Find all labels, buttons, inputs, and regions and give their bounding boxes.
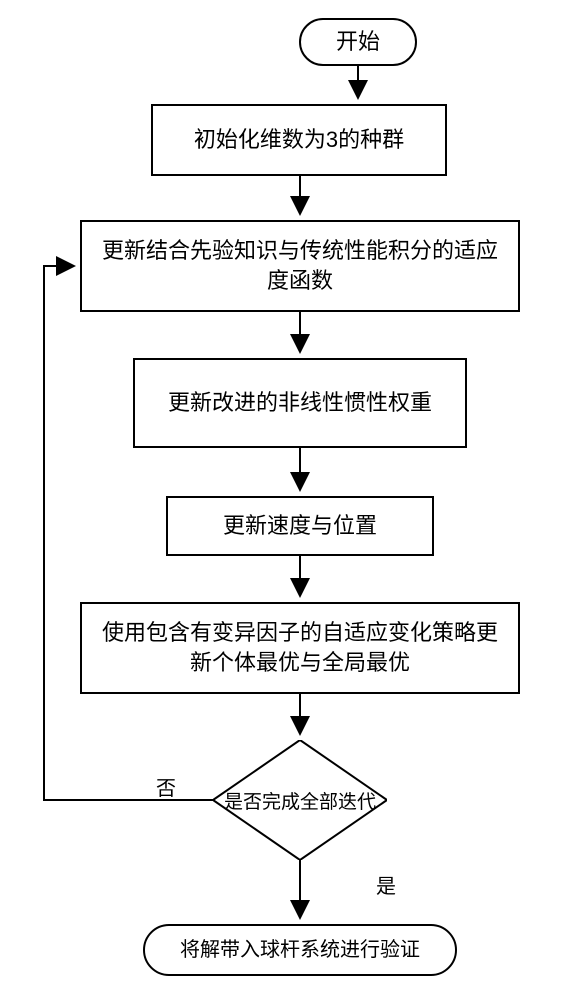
- end-label: 将解带入球杆系统进行验证: [180, 937, 420, 964]
- fitness-node: 更新结合先验知识与传统性能积分的适应度函数: [80, 220, 520, 312]
- edge-label-no: 否: [156, 772, 176, 801]
- weight-node: 更新改进的非线性惯性权重: [133, 358, 467, 448]
- adaptive-label: 使用包含有变异因子的自适应变化策略更新个体最优与全局最优: [92, 618, 508, 677]
- weight-label: 更新改进的非线性惯性权重: [168, 388, 432, 418]
- decision-node: 是否完成全部迭代: [213, 740, 387, 860]
- edge-label-no-text: 否: [156, 778, 176, 800]
- end-node: 将解带入球杆系统进行验证: [143, 924, 457, 976]
- decision-label: 是否完成全部迭代: [224, 787, 376, 814]
- edge-label-yes: 是: [376, 870, 396, 899]
- init-node: 初始化维数为3的种群: [151, 104, 447, 176]
- init-label: 初始化维数为3的种群: [194, 125, 404, 155]
- start-node: 开始: [299, 18, 417, 66]
- edge-label-yes-text: 是: [376, 876, 396, 898]
- adaptive-node: 使用包含有变异因子的自适应变化策略更新个体最优与全局最优: [80, 602, 520, 694]
- update-label: 更新速度与位置: [223, 511, 377, 541]
- start-label: 开始: [336, 27, 380, 57]
- fitness-label: 更新结合先验知识与传统性能积分的适应度函数: [92, 236, 508, 295]
- update-node: 更新速度与位置: [166, 496, 434, 556]
